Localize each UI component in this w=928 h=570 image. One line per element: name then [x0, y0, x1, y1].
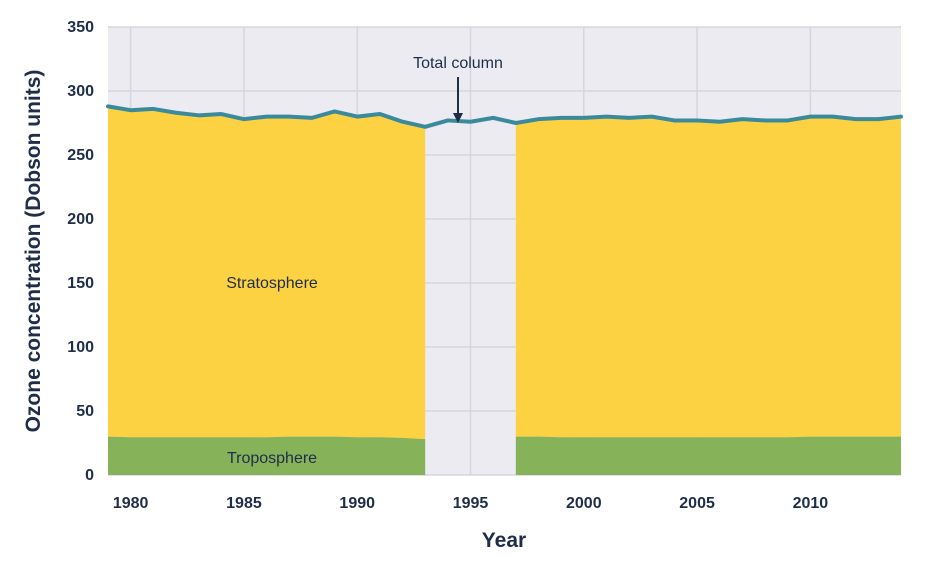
x-tick-label: 1985: [226, 495, 262, 512]
y-tick-label: 0: [85, 467, 94, 484]
stratosphere-area: [108, 106, 426, 440]
total-column-line: [106, 104, 903, 129]
stratosphere-label: Stratosphere: [226, 275, 318, 292]
y-axis-ticks: 0 50 100 150 200 250 300 350: [67, 19, 94, 484]
x-axis-ticks: 1980 1985 1990 1995 2000 2005 2010: [113, 495, 828, 512]
troposphere-label: Troposphere: [227, 450, 317, 467]
x-axis-title: Year: [482, 529, 526, 552]
total-column-annotation: Total column: [413, 55, 503, 72]
y-tick-label: 300: [67, 83, 94, 100]
y-tick-label: 100: [67, 339, 94, 356]
lines: [106, 104, 903, 129]
y-tick-label: 150: [67, 275, 94, 292]
y-tick-label: 350: [67, 19, 94, 36]
troposphere-area: [515, 436, 901, 475]
x-tick-label: 2000: [566, 495, 602, 512]
x-tick-label: 2005: [679, 495, 715, 512]
x-tick-label: 1980: [113, 495, 149, 512]
x-tick-label: 1995: [453, 495, 489, 512]
y-tick-label: 250: [67, 147, 94, 164]
areas: [108, 106, 901, 475]
y-axis-title: Ozone concentration (Dobson units): [22, 70, 45, 433]
y-tick-label: 200: [67, 211, 94, 228]
x-tick-label: 2010: [793, 495, 829, 512]
stratosphere-area: [515, 116, 901, 438]
x-tick-label: 1990: [339, 495, 375, 512]
troposphere-area: [108, 436, 426, 475]
annotation-arrow: [453, 77, 463, 123]
y-tick-label: 50: [76, 403, 94, 420]
